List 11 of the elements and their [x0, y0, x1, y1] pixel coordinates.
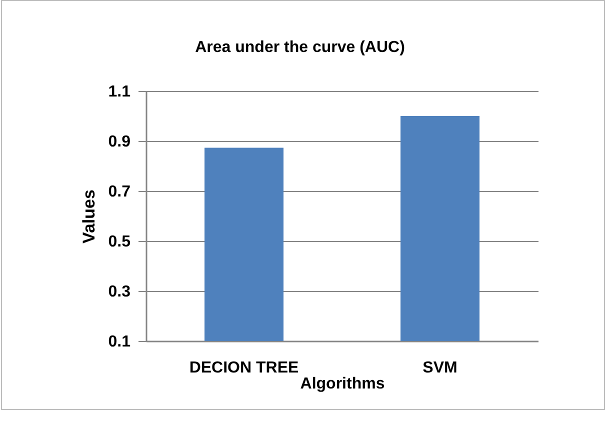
y-tick-label: 0.7 [108, 184, 131, 200]
x-axis-title: Algorithms [300, 376, 385, 392]
y-tick-label: 0.1 [108, 334, 131, 350]
y-tick-label: 0.3 [108, 284, 131, 300]
y-tick-label: 0.5 [108, 234, 131, 250]
y-tick-label: 0.9 [108, 134, 131, 150]
x-tick-label: DECION TREE [189, 360, 299, 376]
x-tick-label: SVM [422, 360, 458, 376]
chart-title: Area under the curve (AUC) [195, 39, 405, 56]
y-tick-label: 1.1 [108, 84, 131, 100]
y-axis-title: Values [79, 190, 98, 244]
